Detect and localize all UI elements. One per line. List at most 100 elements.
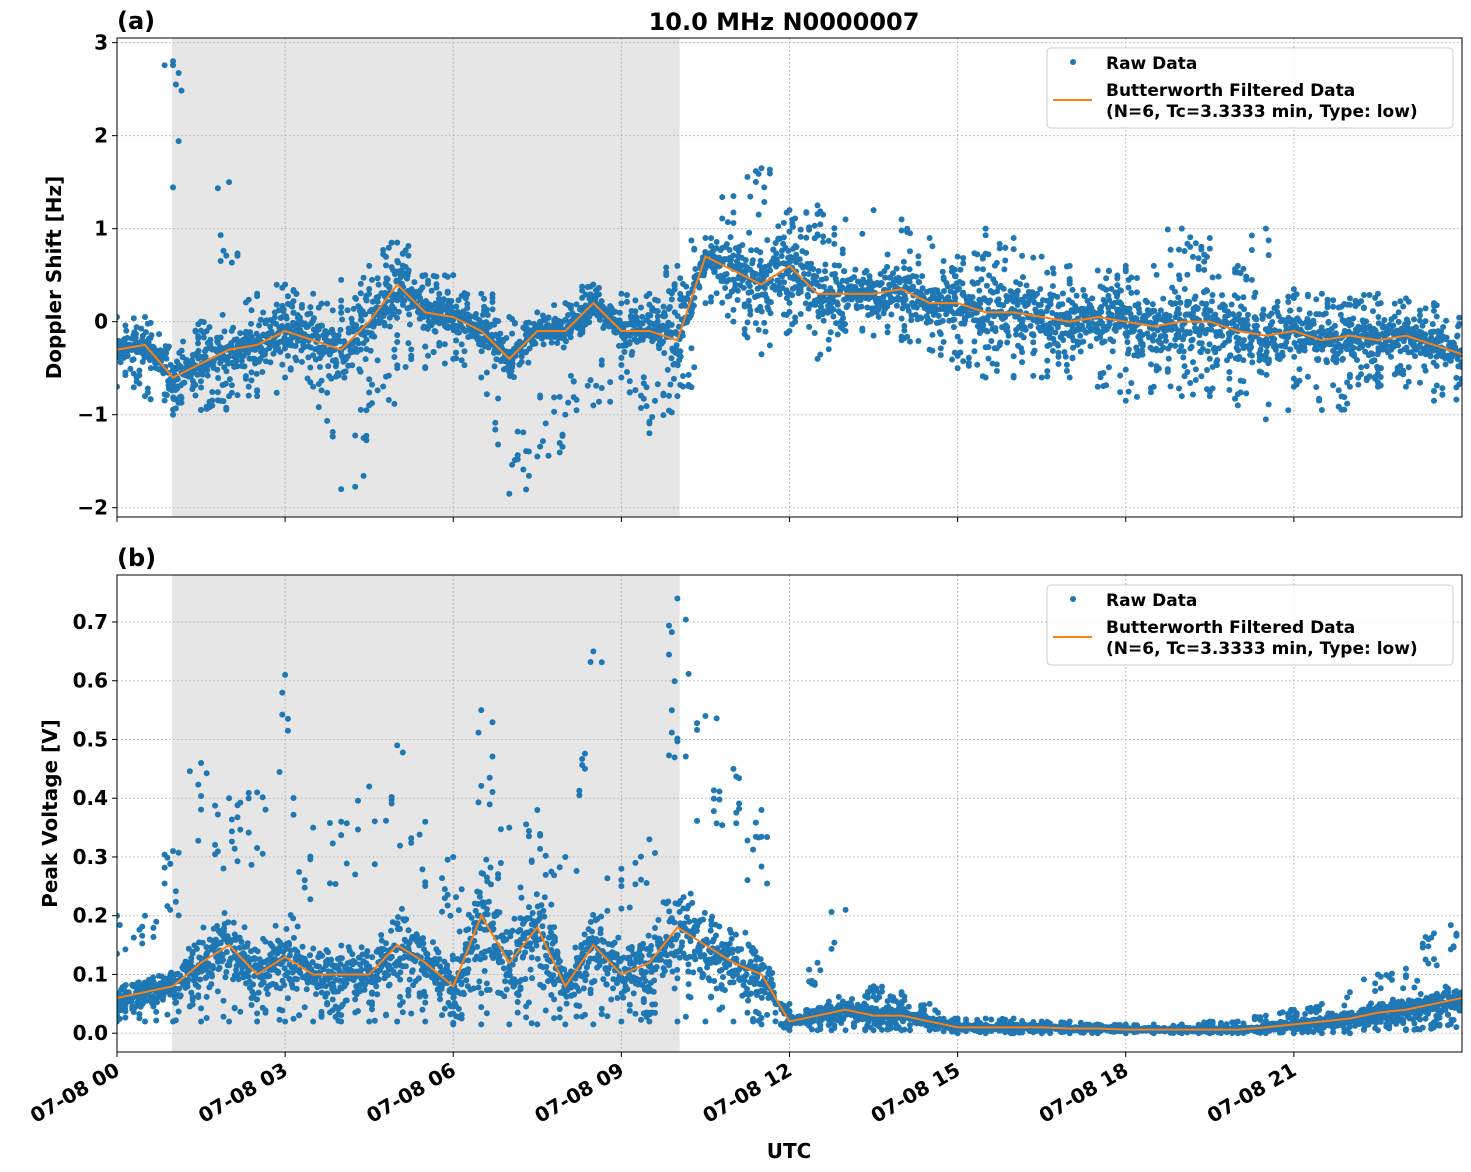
raw-data-point — [674, 393, 681, 400]
raw-data-point — [1181, 331, 1188, 338]
raw-data-point — [974, 265, 981, 272]
raw-data-point — [259, 352, 266, 359]
raw-data-point — [730, 318, 737, 325]
raw-data-point — [520, 466, 527, 473]
raw-data-point — [391, 271, 398, 278]
raw-data-point — [1055, 349, 1062, 356]
raw-data-point — [230, 919, 237, 926]
raw-data-point — [742, 257, 749, 264]
raw-data-point — [436, 290, 443, 297]
raw-data-point — [198, 968, 205, 975]
raw-data-point — [825, 346, 832, 353]
raw-data-point — [128, 998, 135, 1005]
raw-data-point — [200, 355, 207, 362]
raw-data-point — [643, 403, 650, 410]
raw-data-point — [797, 226, 804, 233]
raw-data-point — [335, 372, 342, 379]
raw-data-point — [761, 285, 768, 292]
raw-data-point — [117, 383, 120, 390]
raw-data-point — [489, 298, 496, 305]
raw-data-point — [1103, 286, 1110, 293]
raw-data-point — [813, 273, 820, 280]
raw-data-point — [307, 304, 314, 311]
raw-data-point — [1198, 322, 1205, 329]
raw-data-point — [1391, 300, 1398, 307]
raw-data-point — [646, 290, 653, 297]
raw-data-point — [1304, 373, 1311, 380]
raw-data-point — [342, 368, 349, 375]
raw-data-point — [464, 305, 471, 312]
raw-data-point — [385, 396, 392, 403]
raw-data-point — [352, 294, 359, 301]
raw-data-point — [1077, 348, 1084, 355]
raw-data-point — [822, 261, 829, 268]
raw-data-point — [345, 329, 352, 336]
raw-data-point — [296, 1012, 303, 1019]
raw-data-point — [1133, 393, 1140, 400]
raw-data-point — [324, 949, 331, 956]
legend-raw-label: Raw Data — [1106, 54, 1197, 74]
raw-data-point — [607, 379, 614, 386]
raw-data-point — [117, 922, 123, 929]
raw-data-point — [820, 283, 827, 290]
raw-data-point — [161, 397, 168, 404]
raw-data-point — [363, 336, 370, 343]
raw-data-point — [419, 284, 426, 291]
raw-data-point — [926, 234, 933, 241]
raw-data-point — [318, 300, 325, 307]
raw-data-point — [1395, 309, 1402, 316]
raw-data-point — [189, 948, 196, 955]
raw-data-point — [724, 219, 731, 226]
raw-data-point — [388, 239, 395, 246]
raw-data-point — [656, 345, 663, 352]
raw-data-point — [918, 292, 925, 299]
raw-data-point — [402, 364, 409, 371]
raw-data-point — [781, 279, 788, 286]
raw-data-point — [1363, 318, 1370, 325]
raw-data-point — [1109, 348, 1116, 355]
raw-data-point — [402, 247, 409, 254]
raw-data-point — [940, 257, 947, 264]
raw-data-point — [1190, 253, 1196, 260]
raw-data-point — [444, 273, 451, 280]
raw-data-point — [1034, 290, 1041, 297]
raw-data-point — [632, 387, 639, 394]
raw-data-point — [228, 816, 235, 823]
raw-data-point — [366, 262, 373, 269]
raw-data-point — [1240, 265, 1247, 272]
raw-data-point — [332, 340, 339, 347]
raw-data-point — [993, 368, 1000, 375]
raw-data-point — [805, 271, 812, 278]
raw-data-point — [198, 1005, 205, 1012]
raw-data-point — [988, 338, 995, 345]
raw-data-point — [1175, 272, 1182, 279]
raw-data-point — [910, 283, 917, 290]
raw-data-point — [1244, 321, 1251, 328]
raw-data-point — [724, 312, 731, 319]
raw-data-point — [117, 359, 124, 366]
raw-data-point — [918, 315, 925, 322]
raw-data-point — [912, 311, 919, 318]
raw-data-point — [174, 376, 181, 383]
raw-data-point — [618, 300, 625, 307]
raw-data-point — [356, 366, 363, 373]
raw-data-point — [1421, 331, 1428, 338]
raw-data-point — [1233, 323, 1240, 330]
raw-data-point — [1346, 295, 1353, 302]
raw-data-point — [901, 322, 908, 329]
raw-data-point — [1105, 364, 1112, 371]
raw-data-point — [1322, 310, 1329, 317]
raw-data-point — [1153, 367, 1160, 374]
raw-data-point — [551, 302, 558, 309]
raw-data-point — [254, 1018, 261, 1025]
raw-data-point — [355, 340, 362, 347]
raw-data-point — [734, 287, 741, 294]
raw-data-point — [1293, 323, 1300, 330]
raw-data-point — [525, 359, 532, 366]
raw-data-point — [1395, 342, 1402, 349]
raw-data-point — [1433, 362, 1440, 369]
raw-data-point — [776, 279, 783, 286]
legend-raw-marker — [1070, 59, 1076, 65]
y-tick-label: 3 — [94, 31, 108, 55]
raw-data-point — [1103, 275, 1110, 282]
